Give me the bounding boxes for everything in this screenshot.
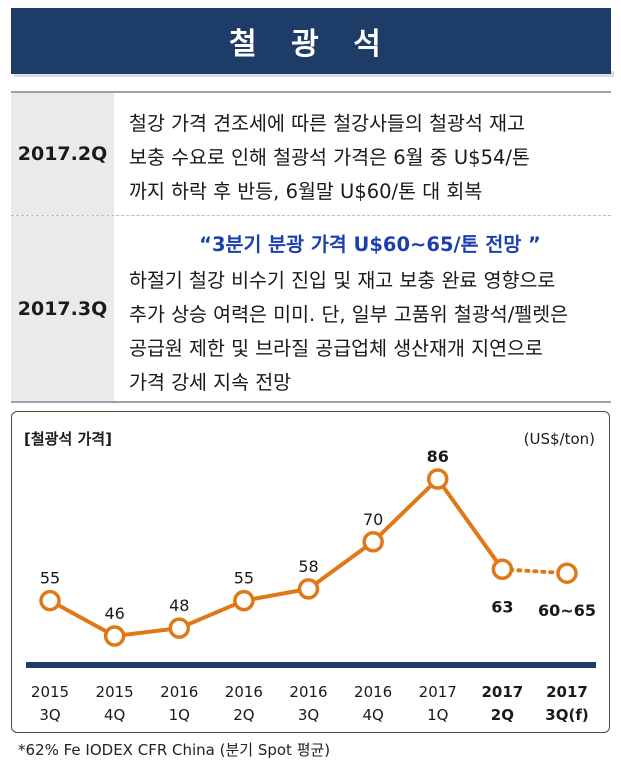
table-row: 2017.2Q 철강 가격 견조세에 따른 철강사들의 철광석 재고 보충 수요… xyxy=(11,93,611,216)
page-title: 철 광 석 xyxy=(11,8,611,74)
description-line: 추가 상승 여력은 미미. 단, 일부 고품위 철광석/펠렛은 xyxy=(129,303,569,326)
description-line: 보충 수요로 인해 철광석 가격은 6월 중 U$54/톤 xyxy=(129,146,530,169)
outlook-table: 2017.2Q 철강 가격 견조세에 따른 철강사들의 철광석 재고 보충 수요… xyxy=(11,91,611,403)
footnote: *62% Fe IODEX CFR China (분기 Spot 평균) xyxy=(18,741,331,759)
period-label: 2017.2Q xyxy=(11,93,114,215)
forecast-highlight: “3분기 분광 가격 U$60~65/톤 전망 ” xyxy=(199,233,541,256)
period-description: 하절기 철강 비수기 진입 및 재고 보충 완료 영향으로 추가 상승 여력은 … xyxy=(129,264,611,400)
description-line: 공급원 제한 및 브라질 공급업체 생산재개 지연으로 xyxy=(129,337,543,360)
table-row: 2017.3Q “3분기 분광 가격 U$60~65/톤 전망 ” 하절기 철강… xyxy=(11,216,611,401)
description-line: 하절기 철강 비수기 진입 및 재고 보충 완료 영향으로 xyxy=(129,269,556,292)
description-line: 철강 가격 견조세에 따른 철강사들의 철광석 재고 xyxy=(129,112,525,135)
description-line: 가격 강세 지속 전망 xyxy=(129,371,292,394)
description-line: 까지 하락 후 반등, 6월말 U$60/톤 대 회복 xyxy=(129,180,483,203)
period-label: 2017.3Q xyxy=(11,216,114,401)
period-description: 철강 가격 견조세에 따른 철강사들의 철광석 재고 보충 수요로 인해 철광석… xyxy=(129,107,611,209)
price-chart-frame xyxy=(11,411,610,733)
title-shadow xyxy=(14,71,614,77)
